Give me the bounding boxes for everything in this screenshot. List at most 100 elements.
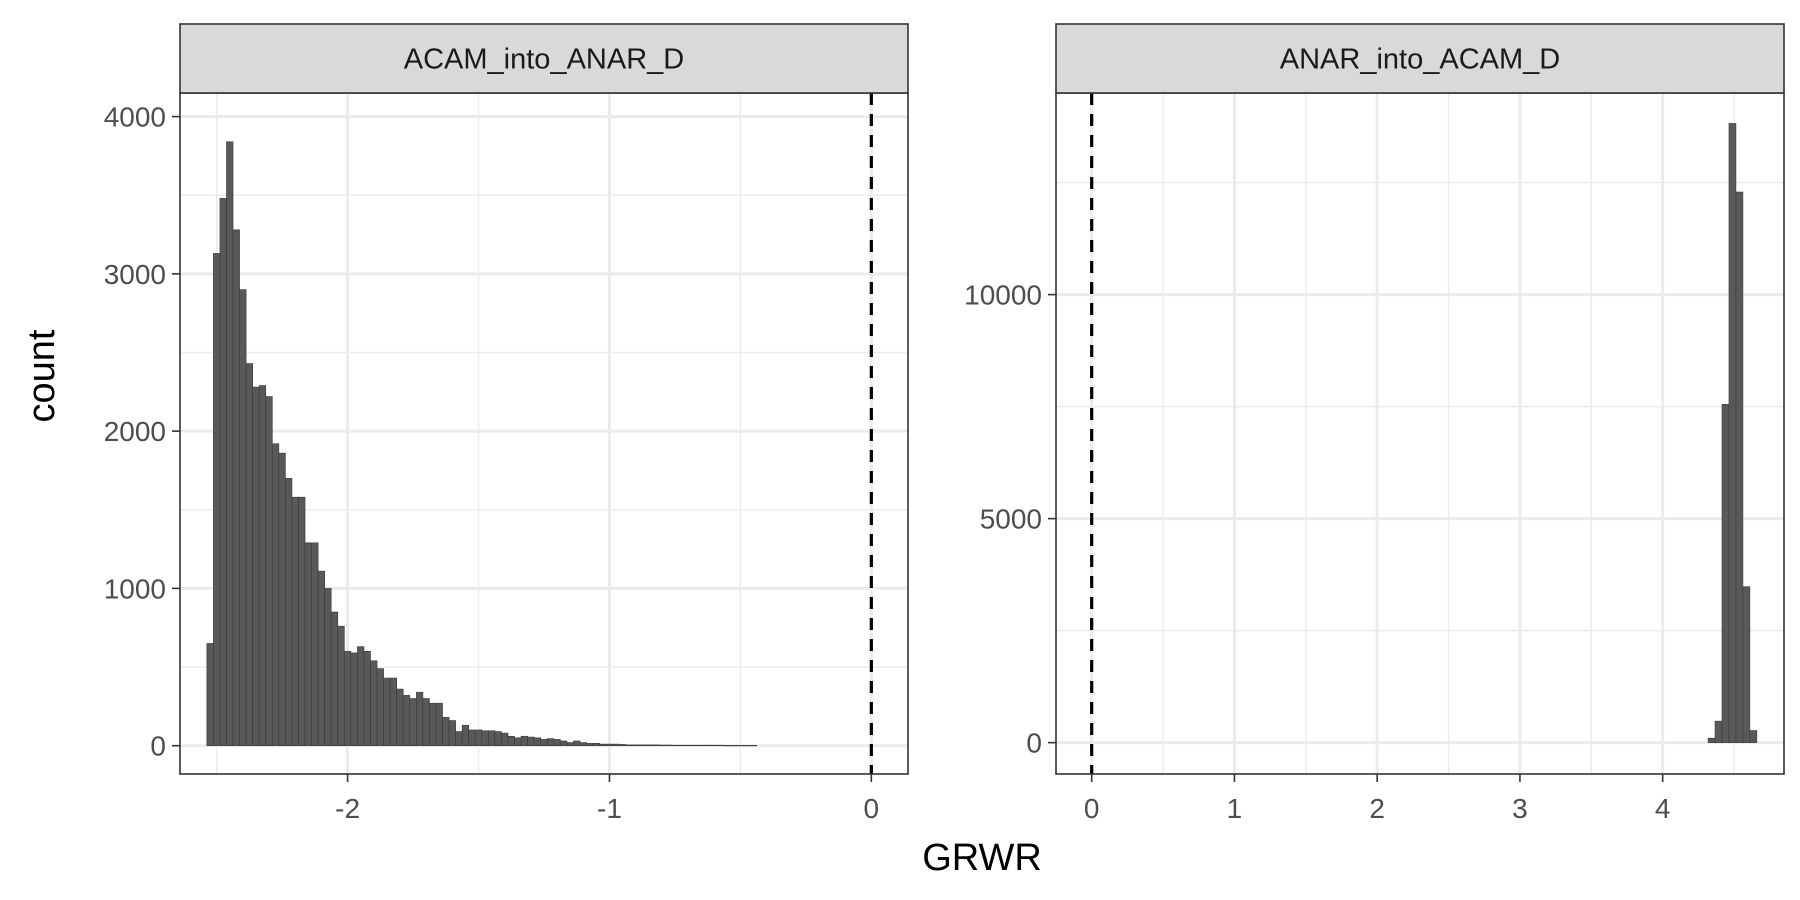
y-tick-label: 0 — [1026, 728, 1042, 759]
y-tick-label: 5000 — [980, 504, 1042, 535]
histogram-bar — [258, 385, 267, 746]
histogram-bar — [671, 744, 679, 747]
histogram-bar — [749, 745, 758, 747]
histogram-bar — [213, 253, 221, 746]
x-tick-label: -1 — [597, 793, 622, 824]
y-tick-label: 1000 — [104, 573, 166, 604]
histogram-bar — [527, 736, 535, 746]
histogram-bar — [383, 677, 391, 746]
histogram-bar — [677, 744, 686, 747]
y-tick-label: 0 — [150, 731, 166, 762]
histogram-bar — [370, 660, 378, 746]
histogram-bar — [658, 744, 666, 746]
histogram-bar — [429, 702, 437, 746]
histogram-bar — [344, 651, 352, 746]
histogram-bar — [330, 611, 339, 746]
x-tick-label: 0 — [1084, 793, 1100, 824]
histogram-bar — [638, 744, 646, 746]
histogram-bar — [560, 740, 568, 746]
histogram-bar — [239, 289, 247, 746]
histogram-bar — [206, 643, 214, 746]
histogram-bar — [514, 737, 522, 746]
facet-strip — [1055, 23, 1785, 94]
panel-background — [1056, 93, 1784, 774]
x-tick-label: -2 — [335, 793, 360, 824]
histogram-bar — [363, 651, 371, 746]
histogram-bar — [265, 396, 273, 746]
histogram-bar — [291, 496, 299, 746]
histogram-bar — [304, 542, 312, 746]
histogram-bar — [298, 496, 306, 746]
histogram-bar — [435, 702, 443, 746]
histogram-bar — [1742, 586, 1751, 743]
histogram-bar — [461, 724, 470, 746]
y-tick-label: 10000 — [964, 280, 1042, 311]
histogram-bar — [252, 386, 260, 746]
histogram-bar — [409, 698, 417, 746]
histogram-bar — [494, 731, 502, 746]
x-tick-label: 1 — [1227, 793, 1243, 824]
histogram-bar — [710, 744, 718, 747]
histogram-bar — [1707, 737, 1716, 743]
histogram-bar — [743, 745, 751, 747]
histogram-bar — [389, 677, 397, 746]
histogram-bar — [317, 570, 325, 746]
histogram-bar — [651, 744, 659, 746]
facet-strip-label: ACAM_into_ANAR_D — [404, 44, 684, 76]
histogram-bar — [553, 739, 561, 746]
histogram-bar — [546, 738, 555, 746]
histogram-bar — [723, 745, 731, 747]
histogram-bar — [416, 691, 424, 746]
histogram-bar — [337, 625, 345, 746]
facet-strip — [179, 23, 909, 94]
panel-2: ANAR_into_ACAM_D 0 1 2 3 4 0 5000 10000 — [964, 23, 1785, 824]
histogram-bar — [592, 743, 600, 746]
histogram-bar — [605, 743, 614, 746]
histogram-bar — [1735, 191, 1744, 743]
histogram-bar — [350, 652, 358, 746]
histogram-bar — [311, 542, 319, 746]
histogram-bar — [717, 744, 725, 747]
histogram-bar — [501, 732, 509, 746]
y-axis-title: count — [21, 329, 63, 422]
histogram-bar — [357, 646, 365, 746]
histogram-bar — [730, 745, 738, 747]
histogram-bar — [520, 735, 528, 746]
histogram-bar — [278, 452, 286, 746]
histogram-bar — [540, 739, 548, 746]
histogram-bar — [697, 744, 705, 747]
histogram-bar — [573, 740, 581, 746]
histogram-bar — [566, 742, 574, 746]
histogram-bar — [245, 363, 253, 746]
histogram-bar — [488, 730, 496, 746]
panels-layer: ACAM_into_ANAR_D -2 -1 0 0 1000 2000 3000 4000 AN… — [104, 23, 1785, 824]
facet-strip-label: ANAR_into_ACAM_D — [1280, 44, 1560, 76]
histogram-bar — [481, 730, 489, 746]
y-tick-label: 2000 — [104, 416, 166, 447]
histogram-bar — [442, 717, 450, 746]
panel-1: ACAM_into_ANAR_D -2 -1 0 0 1000 2000 3000 4000 — [104, 23, 909, 824]
histogram-bar — [736, 745, 744, 747]
histogram-bar — [448, 720, 456, 746]
histogram-bar — [579, 742, 587, 746]
x-tick-label: 4 — [1655, 793, 1671, 824]
histogram-bar — [285, 478, 293, 746]
histogram-bar — [507, 735, 515, 746]
histogram-bar — [632, 744, 640, 746]
histogram-bar — [612, 743, 620, 746]
histogram-bar — [396, 688, 404, 746]
histogram-bar — [533, 737, 542, 746]
histogram-bar — [599, 743, 607, 746]
histogram-bar — [618, 744, 627, 746]
x-tick-label: 0 — [864, 793, 880, 824]
histogram-bar — [684, 744, 692, 747]
histogram-bar — [468, 729, 476, 746]
histogram-bar — [704, 744, 712, 747]
histogram-bar — [1714, 720, 1723, 743]
histogram-bar — [219, 198, 227, 746]
histogram-bar — [272, 443, 280, 746]
y-tick-label: 3000 — [104, 259, 166, 290]
histogram-bar — [376, 668, 384, 746]
x-tick-label: 3 — [1512, 793, 1528, 824]
